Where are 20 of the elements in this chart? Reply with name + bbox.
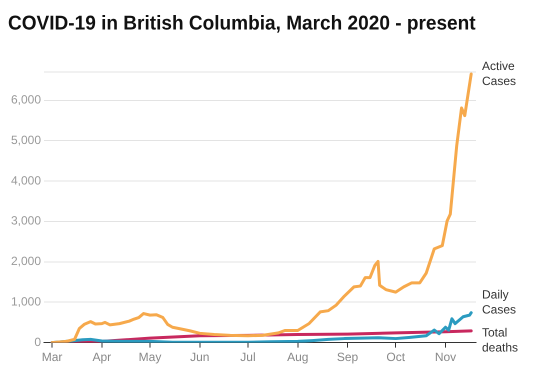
chart-title: COVID-19 in British Columbia, March 2020 - present (8, 12, 476, 35)
y-tick-label: 3,000 (11, 214, 42, 228)
series-label: Daily Cases (482, 288, 516, 317)
x-tick-label: Nov (434, 350, 456, 364)
series-label: Total deaths (482, 326, 518, 355)
x-tick-label: Sep (336, 350, 359, 364)
x-tick-label: Apr (92, 350, 112, 364)
y-tick-label: 5,000 (11, 132, 42, 147)
y-tick-label: 6,000 (11, 92, 42, 107)
x-tick-label: Jun (190, 350, 210, 364)
y-tick-label: 1,000 (11, 294, 42, 309)
y-tick-label: 4,000 (11, 173, 42, 188)
x-tick-label: Oct (386, 350, 406, 364)
y-tick-label: 2,000 (11, 254, 42, 268)
x-tick-label: May (138, 350, 162, 364)
x-tick-label: Mar (42, 350, 62, 364)
y-tick-label: 0 (34, 334, 42, 349)
series-label: Active Cases (482, 58, 516, 88)
x-tick-label: Jul (240, 350, 256, 364)
x-tick-label: Aug (287, 350, 308, 364)
